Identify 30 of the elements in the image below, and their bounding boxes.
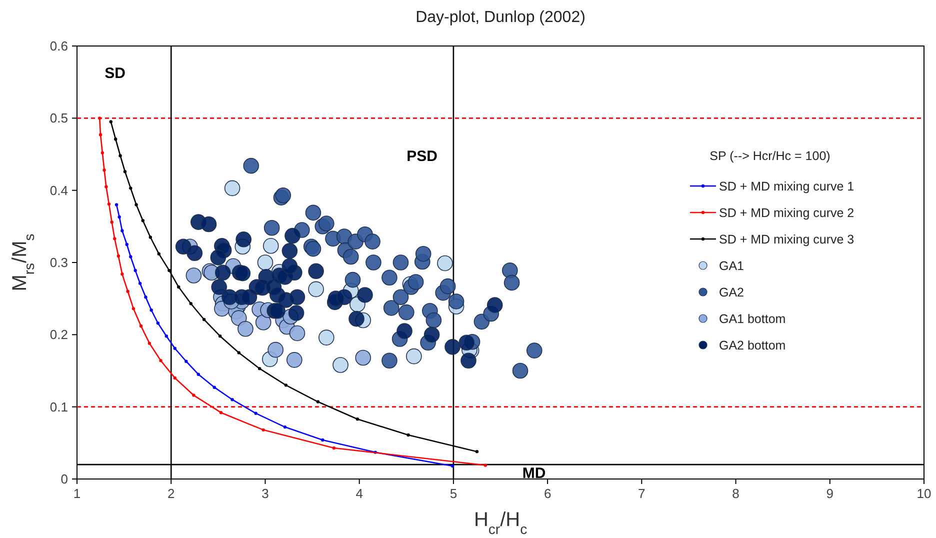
- x-tick-label: 1: [73, 486, 81, 501]
- legend-label: SD + MD mixing curve 2: [719, 206, 854, 220]
- x-tick-label: 3: [262, 486, 269, 501]
- x-axis-title: H$_{cr}$/H$_{c}$: [474, 509, 528, 537]
- y-tick-label: 0.1: [50, 399, 68, 414]
- y-tick-label: 0.4: [50, 182, 68, 198]
- x-tick-label: 8: [732, 486, 740, 501]
- y-tick-label: 0.6: [50, 38, 68, 54]
- y-tick-label: 0.5: [50, 110, 68, 126]
- x-tick-label: 10: [916, 486, 932, 501]
- legend-label: GA1 bottom: [719, 312, 786, 326]
- legend-title: SP (--> Hcr/Hc = 100): [710, 149, 830, 163]
- y-tick-label: 0.3: [50, 255, 68, 270]
- legend-label: SD + MD mixing curve 3: [719, 232, 854, 246]
- annotation: SD: [104, 65, 126, 82]
- legend-label: GA1: [719, 259, 744, 273]
- legend-label: GA2 bottom: [719, 338, 786, 352]
- x-tick-label: 2: [167, 486, 175, 501]
- chart-title: Day-plot, Dunlop (2002): [416, 9, 586, 26]
- x-tick-label: 5: [450, 486, 458, 501]
- annotation: MD: [522, 465, 546, 482]
- y-tick-label: 0: [60, 472, 68, 486]
- x-tick-label: 7: [638, 486, 646, 501]
- x-tick-label: 4: [356, 486, 363, 501]
- annotation: PSD: [406, 148, 438, 165]
- y-tick-label: 0.2: [50, 327, 68, 342]
- x-tick-label: 9: [826, 486, 834, 501]
- legend-label: GA2: [719, 286, 744, 300]
- x-tick-label: 6: [544, 486, 552, 501]
- legend-label: SD + MD mixing curve 1: [719, 180, 854, 194]
